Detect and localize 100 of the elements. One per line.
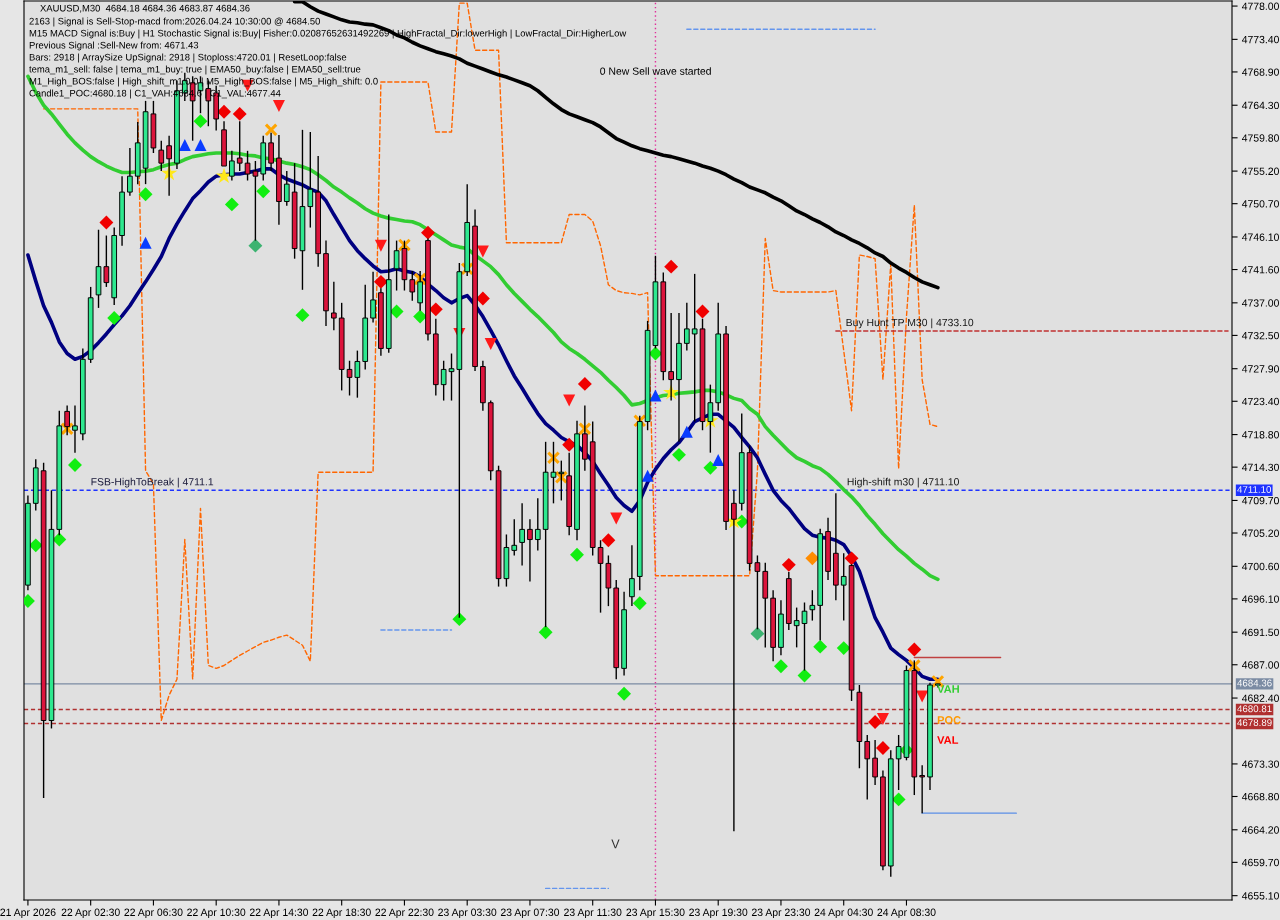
y-tick-label: 4727.90 [1241, 365, 1279, 373]
point [844, 551, 859, 566]
y-tick-label: 4655.10 [1241, 892, 1279, 900]
annotation: 0 New Sell wave started [600, 67, 711, 75]
point [703, 460, 718, 475]
point [60, 422, 74, 436]
y-tick-label: 4746.10 [1241, 233, 1279, 241]
ref-line-label: 4711.10 [1237, 486, 1272, 493]
point [617, 686, 632, 701]
point [805, 551, 820, 566]
y-tick-label: 4696.10 [1241, 595, 1279, 603]
y-tick-label: 4750.70 [1241, 200, 1279, 208]
y-tick-label: 4718.80 [1241, 431, 1279, 439]
point [264, 123, 278, 137]
candlestick [691, 273, 698, 423]
point [178, 139, 191, 152]
point [774, 659, 788, 674]
candlestick [229, 150, 235, 182]
candlestick [731, 489, 737, 832]
candlestick [158, 140, 165, 172]
candlestick [307, 131, 314, 229]
point [570, 547, 584, 562]
candlestick [236, 120, 243, 172]
candlestick [534, 497, 541, 552]
point [99, 215, 114, 230]
point [916, 690, 929, 703]
y-tick-label: 4682.40 [1241, 694, 1279, 702]
point [256, 184, 271, 199]
candlestick [268, 132, 274, 172]
point [632, 596, 647, 611]
point [750, 626, 765, 641]
x-tick-label: 22 Apr 18:30 [312, 908, 371, 919]
point [224, 197, 239, 212]
point [194, 139, 207, 152]
ref-line-label: 4684.36 [1237, 679, 1272, 687]
candlestick [72, 404, 78, 454]
annotation: V [611, 839, 620, 849]
point [680, 425, 693, 438]
annotation: Previous Signal :Sell-New from: 4671.43 [29, 41, 199, 51]
point [374, 239, 387, 252]
x-tick-label: 22 Apr 10:30 [187, 908, 246, 919]
y-tick-label: 4691.50 [1241, 628, 1279, 637]
y-tick-label: 4673.30 [1241, 760, 1279, 768]
candlestick [409, 270, 416, 302]
candlestick [283, 170, 290, 207]
point [641, 469, 654, 482]
candlestick [417, 270, 423, 312]
x-tick-label: 23 Apr 23:30 [751, 908, 811, 919]
point [295, 308, 310, 323]
y-tick-label: 4741.60 [1241, 266, 1279, 274]
point [193, 114, 208, 129]
annotation: High-shift m30 | 4711.10 [847, 477, 959, 488]
y-tick-label: 4709.70 [1241, 496, 1279, 505]
point [248, 238, 263, 253]
point [413, 309, 428, 324]
point [484, 338, 497, 351]
candlestick [64, 404, 70, 436]
y-tick-label: 4773.40 [1241, 35, 1279, 44]
candlestick [864, 734, 871, 801]
x-tick-label: 21 Apr 2026 [0, 908, 56, 919]
point [610, 512, 623, 525]
x-tick-label: 23 Apr 11:30 [564, 908, 622, 919]
point [907, 642, 922, 657]
y-tick-label: 4764.30 [1241, 101, 1279, 110]
ref-line-label: 4680.81 [1237, 705, 1272, 713]
candlestick [683, 302, 690, 352]
point [797, 668, 812, 683]
y-tick-label: 4737.00 [1241, 299, 1279, 307]
candlestick [527, 518, 533, 583]
x-tick-label: 23 Apr 07:30 [500, 908, 560, 919]
candlestick [668, 312, 674, 402]
point [138, 187, 153, 202]
candlestick [919, 764, 925, 814]
point [712, 453, 725, 466]
point [389, 304, 404, 319]
point [139, 236, 152, 249]
point [421, 225, 435, 240]
point [664, 259, 679, 274]
x-tick-label: 24 Apr 04:30 [814, 908, 873, 919]
point [28, 538, 43, 553]
annotation: Bars: 2918 | ArraySize UpSignal: 2918 | Stoploss:4720.01 | ResetLoop:false [29, 53, 347, 63]
point [373, 274, 388, 289]
y-tick-label: 4759.80 [1241, 134, 1279, 142]
annotation: FSB-HighToBreak | 4711.1 [91, 477, 214, 488]
point [868, 714, 883, 729]
point [272, 99, 285, 112]
x-tick-label: 22 Apr 22:30 [375, 908, 434, 919]
point [475, 291, 490, 306]
point [891, 792, 906, 807]
y-tick-label: 4732.50 [1241, 331, 1279, 340]
point [52, 532, 67, 547]
point [876, 713, 889, 726]
annotation: POC [937, 716, 961, 724]
x-tick-label: 22 Apr 06:30 [124, 908, 183, 919]
candlestick [872, 739, 878, 786]
point [577, 376, 592, 391]
candlestick [809, 589, 816, 622]
y-tick-label: 4668.80 [1241, 792, 1279, 801]
point [563, 394, 576, 407]
y-tick-label: 4768.90 [1241, 68, 1279, 76]
